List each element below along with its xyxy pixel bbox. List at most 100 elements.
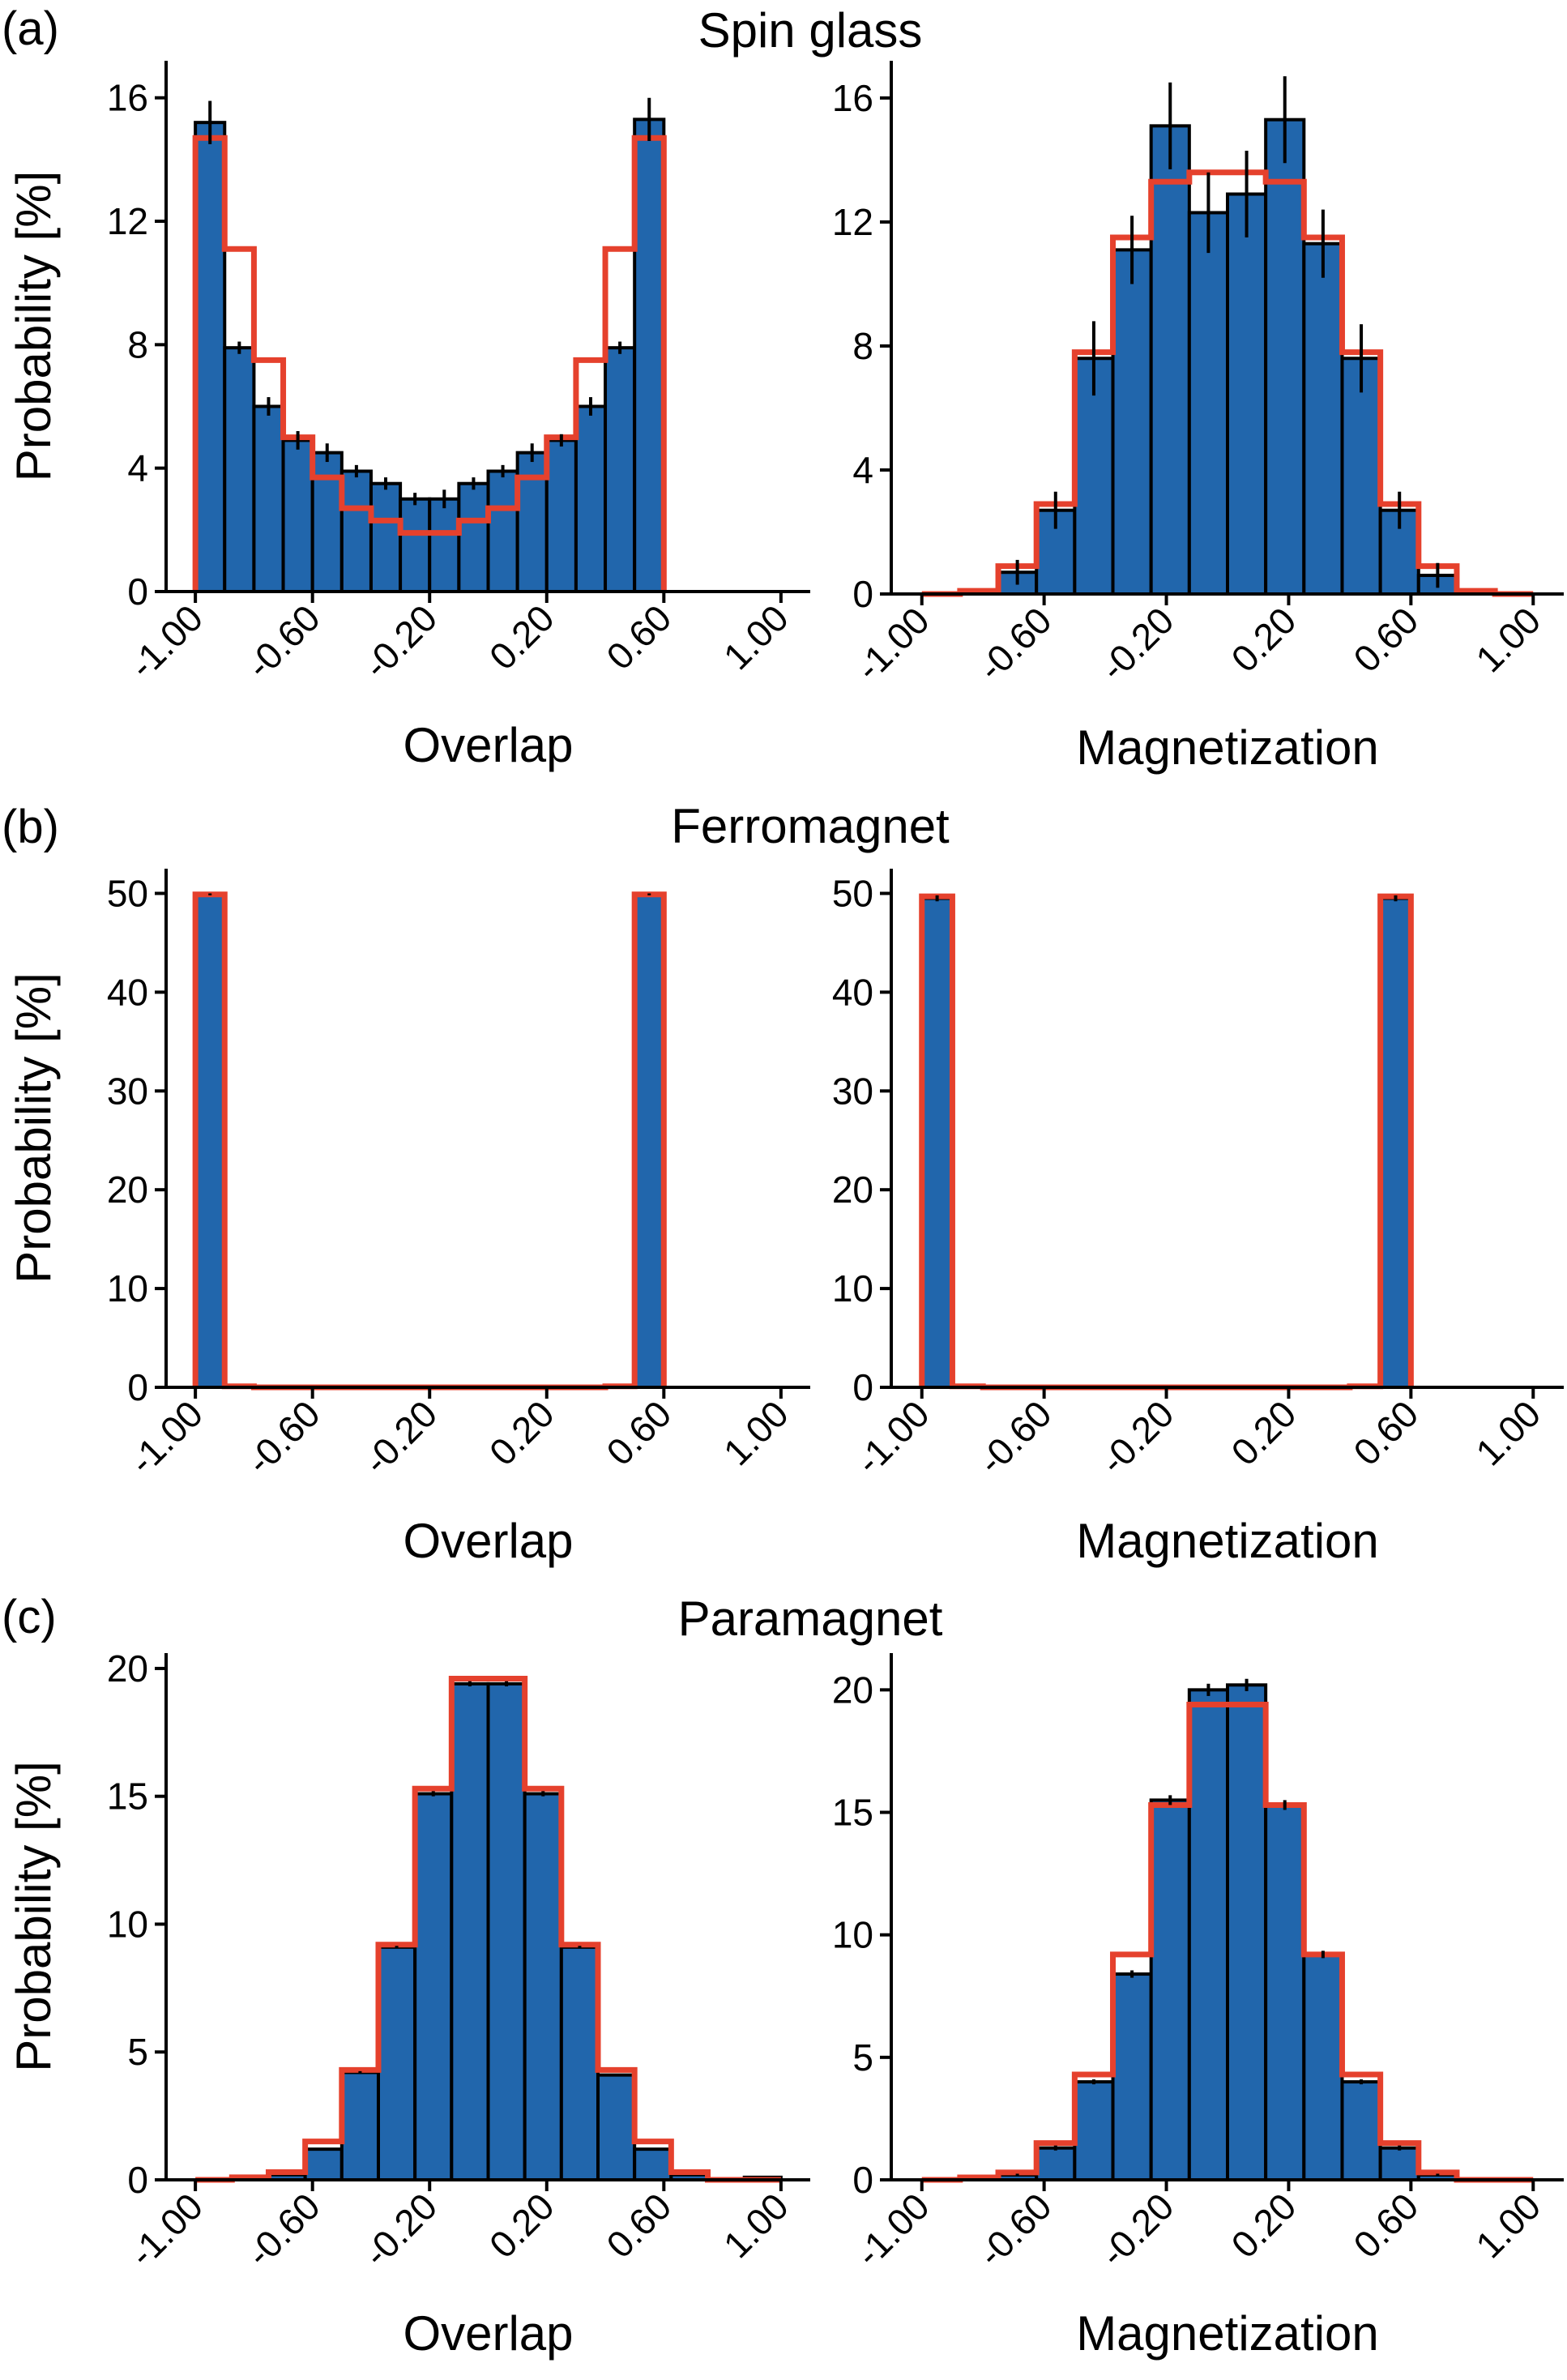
y-tick-label: 20	[107, 1647, 148, 1690]
step-line	[921, 169, 1534, 597]
x-axis-label: Magnetization	[1076, 1514, 1379, 1568]
bar	[1378, 896, 1413, 1389]
y-tick-label: 5	[127, 2031, 148, 2073]
y-tick-label: 0	[852, 2159, 873, 2201]
x-tick-label: 0.20	[1223, 2185, 1304, 2266]
bar	[223, 346, 256, 593]
x-tick-label: 0.20	[481, 1392, 562, 1473]
x-tick-label: -0.60	[970, 2185, 1060, 2275]
y-tick-label: 40	[107, 971, 148, 1013]
panel-row-c: (c) Paramagnet	[2, 1591, 943, 1646]
bar	[1149, 124, 1191, 596]
bar	[1340, 357, 1382, 596]
y-tick-label: 30	[832, 1070, 873, 1112]
bar	[1149, 1798, 1191, 2181]
y-tick-label: 0	[852, 573, 873, 615]
panel-letter-c: (c)	[2, 1591, 57, 1643]
y-tick-label: 10	[832, 1267, 873, 1310]
y-tick-label: 50	[107, 872, 148, 914]
bar	[369, 481, 403, 593]
panel-letter-a: (a)	[2, 2, 59, 55]
y-tick-label: 5	[852, 2036, 873, 2079]
y-tick-label: 12	[107, 200, 148, 242]
x-tick-label: 1.00	[715, 596, 796, 677]
x-tick-label: -0.20	[355, 596, 445, 686]
bar	[1264, 1803, 1306, 2182]
y-tick-label: 12	[832, 201, 873, 243]
bar	[310, 451, 344, 593]
bar	[1073, 2080, 1115, 2182]
x-axis-label: Magnetization	[1076, 2306, 1379, 2361]
bar	[339, 2070, 380, 2182]
x-tick-label: 0.60	[598, 1392, 679, 1473]
panel-title-a: Spin glass	[698, 3, 923, 58]
y-tick-label: 8	[127, 323, 148, 365]
y-tick-label: 20	[832, 1669, 873, 1711]
x-axis-label: Overlap	[403, 1514, 573, 1568]
x-tick-label: 1.00	[1467, 1392, 1548, 1473]
bar	[281, 438, 314, 594]
step-line	[919, 893, 1414, 1391]
bar	[515, 451, 549, 593]
x-tick-label: 0.60	[598, 596, 679, 677]
y-tick-label: 20	[832, 1169, 873, 1211]
bar	[596, 2073, 637, 2182]
bar	[633, 892, 666, 1389]
bar	[1187, 211, 1230, 596]
x-tick-label: -0.60	[970, 1392, 1060, 1482]
bar	[413, 1792, 454, 2181]
panel-row-b: (b) Ferromagnet	[2, 799, 950, 853]
x-tick-label: -0.60	[238, 1392, 328, 1482]
bar	[252, 404, 285, 593]
y-tick-label: 30	[107, 1070, 148, 1112]
bar	[633, 2147, 673, 2182]
y-tick-label: 0	[852, 1366, 873, 1408]
x-tick-label: 1.00	[715, 2185, 796, 2266]
bar	[450, 1681, 490, 2181]
bar	[1111, 248, 1153, 596]
x-tick-label: 1.00	[1467, 599, 1548, 680]
panel-letter-b: (b)	[2, 801, 59, 853]
step-line	[921, 1701, 1534, 2183]
x-tick-label: -0.60	[970, 599, 1060, 689]
y-axis-label: Probability [%]	[6, 171, 61, 482]
y-tick-label: 15	[832, 1792, 873, 1834]
y-tick-label: 10	[832, 1914, 873, 1956]
x-tick-label: 0.60	[1345, 1392, 1426, 1473]
bar	[339, 469, 373, 593]
y-tick-label: 4	[127, 447, 148, 489]
bar	[486, 1681, 527, 2181]
x-tick-label: -0.60	[238, 2185, 328, 2275]
step-line	[195, 1676, 781, 2183]
bar	[523, 1792, 563, 2181]
bar	[303, 2147, 344, 2182]
bar	[399, 497, 432, 593]
x-tick-label: 0.20	[1223, 1392, 1304, 1473]
bar	[1378, 2146, 1420, 2182]
bar	[920, 896, 954, 1389]
y-tick-label: 16	[832, 77, 873, 119]
y-tick-label: 10	[107, 1903, 148, 1945]
bar	[486, 469, 519, 593]
bar	[1226, 1683, 1268, 2181]
x-tick-label: 1.00	[1467, 2185, 1548, 2266]
panel-title-b: Ferromagnet	[671, 799, 950, 853]
bar	[457, 481, 490, 593]
x-tick-label: -0.60	[238, 596, 328, 686]
bar	[1035, 2146, 1077, 2182]
bar	[574, 404, 608, 593]
x-axis-label: Overlap	[403, 718, 573, 772]
bar	[428, 497, 461, 593]
y-tick-label: 0	[127, 2159, 148, 2201]
panel-row-a: (a) Spin glass	[2, 2, 922, 58]
bar	[376, 1945, 417, 2181]
bar	[1302, 241, 1344, 596]
x-axis-label: Magnetization	[1076, 720, 1379, 775]
